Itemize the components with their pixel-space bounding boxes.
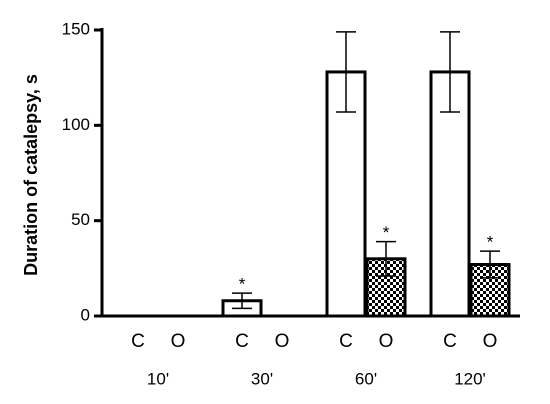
significance-marker: * <box>239 275 246 294</box>
y-tick-label: 150 <box>62 19 90 38</box>
series-label: O <box>379 331 394 352</box>
y-tick-label: 0 <box>81 305 90 324</box>
series-label: O <box>171 331 186 352</box>
series-label: C <box>131 331 145 352</box>
y-tick-label: 50 <box>71 210 90 229</box>
y-tick-label: 100 <box>62 115 90 134</box>
x-tick-label: 60' <box>355 369 377 388</box>
x-tick-label: 10' <box>147 369 169 388</box>
significance-marker: * <box>383 223 390 242</box>
series-label: C <box>339 331 353 352</box>
series-label: C <box>443 331 457 352</box>
significance-marker: * <box>487 233 494 252</box>
x-tick-label: 120' <box>454 369 486 388</box>
series-label: O <box>483 331 498 352</box>
series-label: C <box>235 331 249 352</box>
series-label: O <box>275 331 290 352</box>
y-axis-label: Duration of catalepsy, s <box>21 74 41 276</box>
x-tick-label: 30' <box>251 369 273 388</box>
